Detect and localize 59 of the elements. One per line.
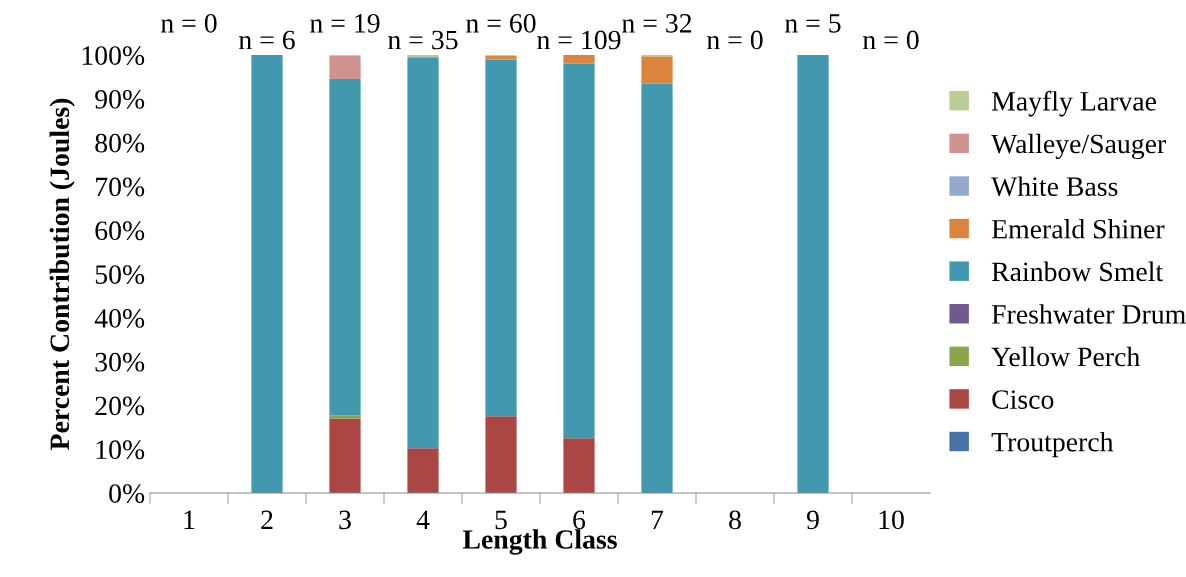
bar: [485, 59, 517, 417]
bar: [407, 57, 439, 449]
legend-label: Freshwater Drum: [991, 304, 1186, 324]
legend-label: Cisco: [992, 390, 1054, 409]
x-tick-label: 3: [339, 510, 351, 530]
y-tick-label: 70%: [96, 177, 145, 197]
text: n = 5: [784, 14, 841, 33]
y-tick-label: 100%: [82, 46, 145, 65]
bar: [563, 63, 595, 439]
x-tick-label: 1: [184, 510, 195, 529]
y-tick-label: 50%: [95, 265, 145, 284]
text: n = 0: [862, 30, 919, 50]
x-tick-label: 4: [416, 510, 430, 529]
x-tick-label: 9: [806, 510, 819, 530]
bar: [563, 438, 595, 493]
legend-label: Walleye/Sauger: [991, 133, 1167, 160]
bar: [407, 448, 439, 493]
bar: [485, 55, 517, 60]
x-axis-title: Length Class: [462, 529, 617, 555]
legend-label: Emerald Shiner: [991, 219, 1165, 239]
bar: [329, 418, 361, 493]
y-axis-title: Percent Contribution (Joules): [49, 98, 75, 450]
text: n = 60: [466, 13, 536, 33]
text: n = 6: [238, 30, 295, 50]
text: n = 0: [706, 30, 763, 50]
legend-label: Troutperch: [991, 431, 1114, 458]
bar: [485, 416, 517, 493]
text: n = 109: [537, 30, 621, 50]
legend-label: White Bass: [991, 176, 1118, 197]
y-tick-label: 40%: [94, 308, 145, 328]
x-tick-label: 6: [573, 510, 586, 530]
legend-label: Mayfly Larvae: [991, 90, 1156, 117]
y-tick-label: 80%: [95, 133, 145, 153]
bar: [407, 55, 439, 58]
bar: [797, 55, 829, 493]
x-tick-label: 7: [651, 510, 664, 529]
bar: [641, 83, 673, 493]
x-tick-label: 10: [879, 510, 904, 530]
x-tick-label: 5: [495, 510, 507, 530]
y-tick-label: 30%: [95, 352, 145, 372]
bar: [563, 55, 595, 64]
text: n = 19: [310, 14, 380, 33]
x-tick-label: 2: [261, 510, 273, 529]
y-tick-label: 20%: [95, 396, 145, 416]
legend-label: Rainbow Smelt: [991, 261, 1164, 282]
bar: [329, 415, 361, 419]
text: n = 35: [388, 30, 458, 50]
bar: [329, 79, 361, 416]
x-tick-label: 8: [729, 510, 741, 530]
text: n = 32: [622, 14, 692, 33]
y-tick-label: 90%: [95, 89, 145, 109]
legend-label: Yellow Perch: [991, 346, 1140, 367]
bar: [329, 55, 361, 80]
bar: [251, 55, 283, 493]
y-tick-label: 0%: [109, 484, 145, 503]
y-tick-label: 10%: [96, 440, 145, 460]
bar: [641, 56, 673, 84]
text: n = 0: [160, 13, 217, 33]
y-tick-label: 60%: [95, 221, 145, 241]
